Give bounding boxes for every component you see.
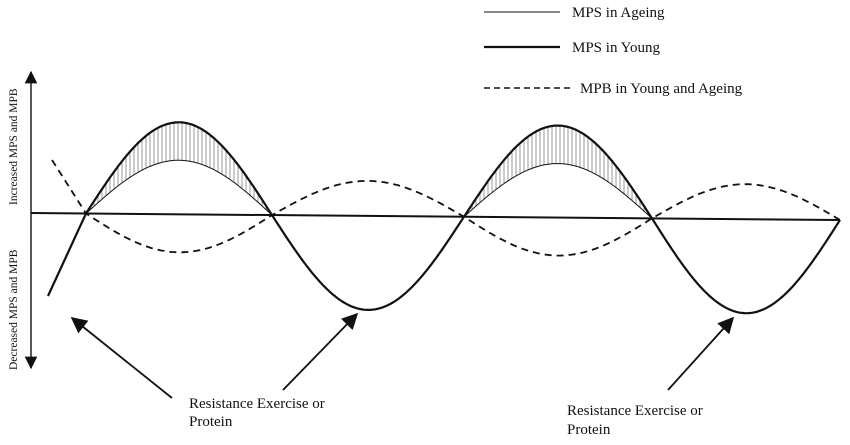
axis-label-decreased: Decreased MPS and MPB xyxy=(8,249,20,370)
annotation-left-line1: Resistance Exercise or xyxy=(189,396,325,412)
baseline xyxy=(30,212,841,221)
curve-mps-young xyxy=(47,121,841,315)
annotation-arrow-right xyxy=(667,316,735,391)
annotation-arrow-left-a xyxy=(70,316,173,399)
legend-label-mps-young: MPS in Young xyxy=(572,40,660,56)
curve-mps-ageing xyxy=(85,159,653,219)
legend-label-mps-ageing: MPS in Ageing xyxy=(572,5,665,21)
legend: MPS in Ageing MPS in Young MPB in Young … xyxy=(484,5,743,97)
annotation-arrow-left-b xyxy=(282,312,359,391)
vertical-axis: Increased MPS and MPB Decreased MPS and … xyxy=(8,70,38,370)
annotation-right-line2: Protein xyxy=(567,422,611,438)
annotation-left-line2: Protein xyxy=(189,414,233,430)
annotation-right: Resistance Exercise or Protein xyxy=(567,403,703,438)
axis-label-increased: Increased MPS and MPB xyxy=(8,88,20,205)
mps-difference-hatching xyxy=(89,122,649,215)
annotation-right-line1: Resistance Exercise or xyxy=(567,403,703,419)
legend-label-mpb: MPB in Young and Ageing xyxy=(580,81,743,97)
annotation-left: Resistance Exercise or Protein xyxy=(189,396,325,430)
curve-mpb xyxy=(51,159,841,257)
